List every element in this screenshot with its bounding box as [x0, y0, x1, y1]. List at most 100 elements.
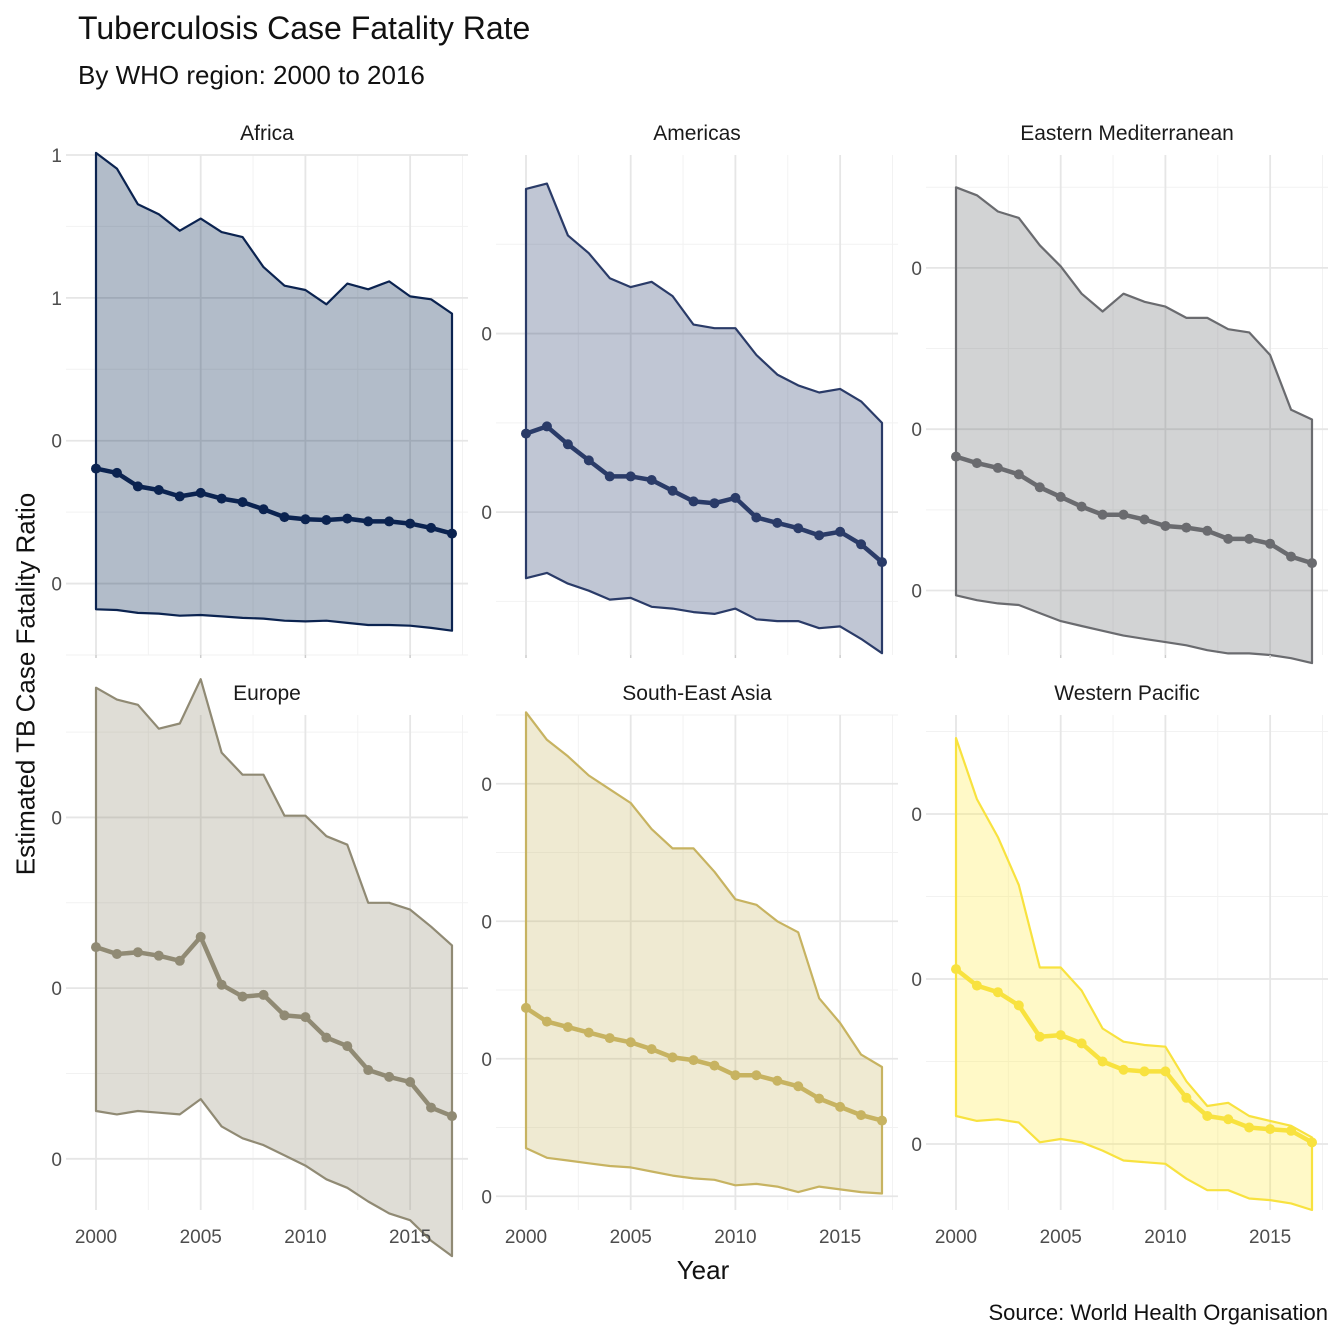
estimate-point	[730, 1070, 741, 1081]
estimate-point	[992, 462, 1003, 473]
chart-subtitle: By WHO region: 2000 to 2016	[78, 60, 425, 90]
y-tick-label: 0	[481, 912, 492, 933]
facet-panel: Africa 0 0 1 1	[51, 122, 468, 658]
estimate-point	[1160, 1066, 1171, 1077]
estimate-point	[91, 942, 101, 953]
facet-label: Europe	[233, 682, 301, 705]
x-tick-label: 2000	[505, 1227, 547, 1248]
estimate-point	[216, 493, 227, 504]
estimate-point	[195, 931, 206, 942]
estimate-point	[971, 980, 982, 991]
estimate-point	[1097, 1056, 1108, 1067]
estimate-point	[237, 497, 248, 508]
estimate-point	[1013, 1000, 1024, 1011]
chart-title: Tuberculosis Case Fatality Rate	[78, 10, 531, 46]
estimate-point	[321, 515, 332, 525]
estimate-point	[1013, 469, 1024, 480]
x-tick-label: 2005	[180, 1227, 222, 1248]
estimate-point	[877, 1115, 887, 1126]
estimate-point	[793, 523, 804, 534]
confidence-ribbon	[94, 151, 454, 632]
estimate-point	[562, 439, 573, 450]
estimate-point	[1097, 509, 1108, 520]
estimate-point	[971, 458, 982, 469]
y-tick-label: 0	[911, 1135, 922, 1156]
estimate-point	[258, 989, 269, 1000]
estimate-point	[258, 504, 269, 515]
estimate-point	[583, 1027, 594, 1038]
y-tick-label: 0	[51, 808, 62, 829]
estimate-point	[174, 955, 185, 966]
y-tick-label: 0	[51, 979, 62, 1000]
estimate-point	[1034, 482, 1045, 493]
estimate-point	[1307, 558, 1317, 569]
estimate-point	[835, 1101, 846, 1112]
estimate-point	[1244, 1122, 1255, 1133]
estimate-point	[384, 1071, 395, 1082]
estimate-point	[521, 1002, 531, 1013]
estimate-point	[877, 557, 887, 568]
estimate-point	[604, 471, 615, 482]
facet-label: Americas	[653, 122, 741, 145]
estimate-point	[405, 1076, 416, 1087]
confidence-ribbon	[954, 186, 1314, 665]
y-tick-label: 0	[911, 420, 922, 441]
y-tick-label: 1	[51, 146, 62, 167]
x-tick-label: 2005	[1040, 1227, 1082, 1248]
estimate-point	[279, 1010, 290, 1021]
facet-panel: Eastern Mediterranean 0 0 0	[911, 122, 1328, 665]
source-caption: Source: World Health Organisation	[988, 1300, 1328, 1325]
y-tick-label: 1	[51, 289, 62, 310]
facet-panel: Americas 0 0	[481, 122, 898, 658]
facet-panel: Western Pacific 0 0 0 2000 2005 2010 2015	[911, 682, 1328, 1248]
estimate-point	[951, 451, 961, 462]
estimate-point	[646, 475, 657, 485]
estimate-point	[1076, 1038, 1087, 1049]
estimate-point	[426, 1102, 437, 1113]
estimate-point	[541, 1016, 552, 1027]
estimate-point	[793, 1081, 804, 1092]
facet-label: Western Pacific	[1054, 682, 1200, 705]
estimate-point	[521, 428, 531, 439]
x-tick-label: 2000	[935, 1227, 977, 1248]
estimate-point	[216, 979, 227, 990]
x-tick-label: 2010	[714, 1227, 756, 1248]
x-tick-label: 2015	[1249, 1227, 1291, 1248]
estimate-point	[751, 512, 762, 523]
estimate-point	[730, 492, 741, 503]
y-tick-label: 0	[481, 1187, 492, 1208]
y-tick-label: 0	[51, 1150, 62, 1171]
estimate-point	[709, 498, 720, 509]
x-tick-label: 2005	[610, 1227, 652, 1248]
estimate-point	[195, 487, 206, 498]
estimate-point	[342, 1041, 353, 1052]
estimate-point	[1181, 1092, 1192, 1103]
facet-panel: Europe 0 0 0 2000 2005 2010 2015	[51, 678, 468, 1258]
estimate-point	[625, 471, 636, 482]
x-tick-label: 2015	[389, 1227, 431, 1248]
estimate-point	[1118, 509, 1129, 520]
y-tick-label: 0	[481, 325, 492, 346]
estimate-point	[1223, 533, 1234, 544]
y-tick-label: 0	[481, 775, 492, 796]
estimate-point	[447, 528, 457, 539]
estimate-point	[1055, 1030, 1066, 1041]
estimate-point	[132, 947, 143, 958]
estimate-point	[447, 1111, 457, 1122]
estimate-point	[992, 987, 1003, 998]
estimate-point	[1202, 525, 1213, 536]
confidence-ribbon	[524, 182, 884, 655]
estimate-point	[1055, 491, 1066, 502]
estimate-point	[300, 1012, 311, 1023]
y-tick-label: 0	[911, 259, 922, 280]
confidence-ribbon	[954, 737, 1314, 1212]
estimate-point	[363, 1065, 374, 1076]
estimate-point	[772, 1075, 783, 1086]
estimate-point	[1076, 501, 1087, 512]
estimate-point	[153, 950, 164, 961]
y-tick-label: 0	[51, 575, 62, 596]
estimate-point	[814, 530, 825, 541]
estimate-point	[1286, 551, 1297, 562]
estimate-point	[111, 948, 122, 959]
